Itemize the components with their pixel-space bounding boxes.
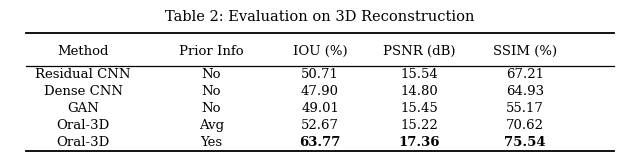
- Text: Oral-3D: Oral-3D: [56, 119, 110, 132]
- Text: No: No: [202, 85, 221, 98]
- Text: No: No: [202, 102, 221, 115]
- Text: 50.71: 50.71: [301, 68, 339, 81]
- Text: 15.22: 15.22: [401, 119, 438, 132]
- Text: 49.01: 49.01: [301, 102, 339, 115]
- Text: Yes: Yes: [200, 136, 222, 149]
- Text: 55.17: 55.17: [506, 102, 544, 115]
- Text: 63.77: 63.77: [300, 136, 340, 149]
- Text: 15.45: 15.45: [401, 102, 438, 115]
- Text: Dense CNN: Dense CNN: [44, 85, 123, 98]
- Text: 67.21: 67.21: [506, 68, 544, 81]
- Text: Avg: Avg: [198, 119, 224, 132]
- Text: No: No: [202, 68, 221, 81]
- Text: Table 2: Evaluation on 3D Reconstruction: Table 2: Evaluation on 3D Reconstruction: [165, 10, 475, 24]
- Text: 52.67: 52.67: [301, 119, 339, 132]
- Text: 70.62: 70.62: [506, 119, 544, 132]
- Text: 47.90: 47.90: [301, 85, 339, 98]
- Text: Oral-3D: Oral-3D: [56, 136, 110, 149]
- Text: SSIM (%): SSIM (%): [493, 45, 557, 58]
- Text: Method: Method: [58, 45, 109, 58]
- Text: 14.80: 14.80: [401, 85, 438, 98]
- Text: Residual CNN: Residual CNN: [35, 68, 131, 81]
- Text: 64.93: 64.93: [506, 85, 544, 98]
- Text: Prior Info: Prior Info: [179, 45, 243, 58]
- Text: IOU (%): IOU (%): [292, 45, 348, 58]
- Text: GAN: GAN: [67, 102, 99, 115]
- Text: 17.36: 17.36: [399, 136, 440, 149]
- Text: 75.54: 75.54: [504, 136, 546, 149]
- Text: PSNR (dB): PSNR (dB): [383, 45, 456, 58]
- Text: 15.54: 15.54: [401, 68, 438, 81]
